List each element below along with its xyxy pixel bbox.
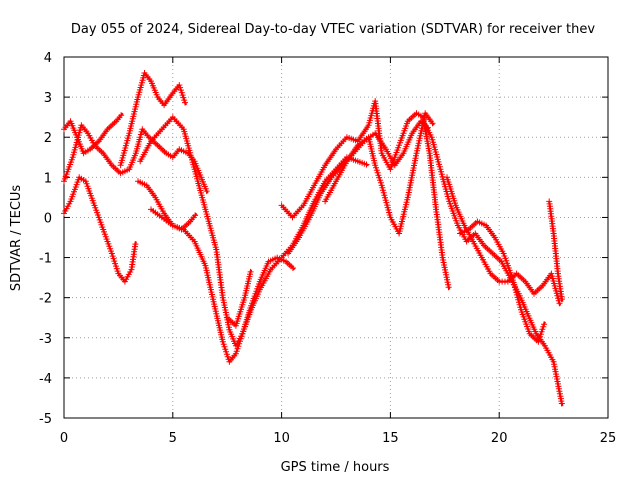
series-arc-3: [61, 174, 139, 285]
series-arc-9: [278, 98, 452, 291]
series-arc-2: [61, 112, 125, 157]
x-tick-label: 10: [273, 431, 290, 446]
series-line: [63, 176, 137, 283]
grid: [64, 57, 608, 418]
plus-markers: [546, 198, 565, 303]
plus-markers: [224, 268, 254, 329]
series-arc-11: [322, 110, 436, 237]
y-tick-label: 0: [44, 211, 52, 226]
y-tick-label: 1: [44, 171, 52, 186]
plus-markers: [117, 70, 188, 169]
plot-frame: [63, 56, 609, 419]
plus-markers: [135, 178, 199, 233]
series-arc-4: [117, 70, 188, 169]
chart-title: Day 055 of 2024, Sidereal Day-to-day VTE…: [71, 22, 595, 37]
x-axis-label: GPS time / hours: [281, 460, 390, 475]
data-layer: [61, 70, 565, 407]
x-tick-label: 5: [169, 431, 177, 446]
plus-markers: [457, 218, 548, 345]
series-line: [150, 156, 369, 363]
y-tick-label: 3: [44, 91, 52, 106]
x-tick-label: 20: [491, 431, 508, 446]
series-arc-1: [61, 122, 210, 195]
series-arc-15: [546, 198, 565, 303]
plus-markers: [61, 122, 210, 195]
y-tick-label: -2: [39, 292, 52, 307]
y-tick-label: 4: [44, 51, 52, 66]
series-arc-14: [457, 218, 548, 345]
y-tick-label: -3: [39, 332, 52, 347]
axis-ticks: 0 5 10 15 20 25 -5 -4 -3 -2 -1 0 1 2 3 4: [39, 51, 616, 446]
plus-markers: [420, 118, 565, 407]
series-arc-8: [224, 268, 254, 329]
series-arc-5: [135, 178, 199, 233]
series-arc-13: [444, 174, 563, 307]
plus-markers: [61, 174, 139, 285]
plus-markers: [322, 110, 436, 237]
y-tick-label: -4: [39, 372, 52, 387]
y-tick-label: 2: [44, 131, 52, 146]
x-tick-label: 15: [382, 431, 399, 446]
y-tick-label: -1: [39, 252, 52, 267]
y-axis-label: SDTVAR / TECUs: [9, 185, 24, 292]
plus-markers: [61, 112, 125, 157]
y-tick-label: -5: [39, 412, 52, 427]
x-tick-label: 25: [600, 431, 617, 446]
plus-markers: [444, 174, 563, 307]
x-tick-label: 0: [60, 431, 68, 446]
plus-markers: [278, 98, 452, 291]
